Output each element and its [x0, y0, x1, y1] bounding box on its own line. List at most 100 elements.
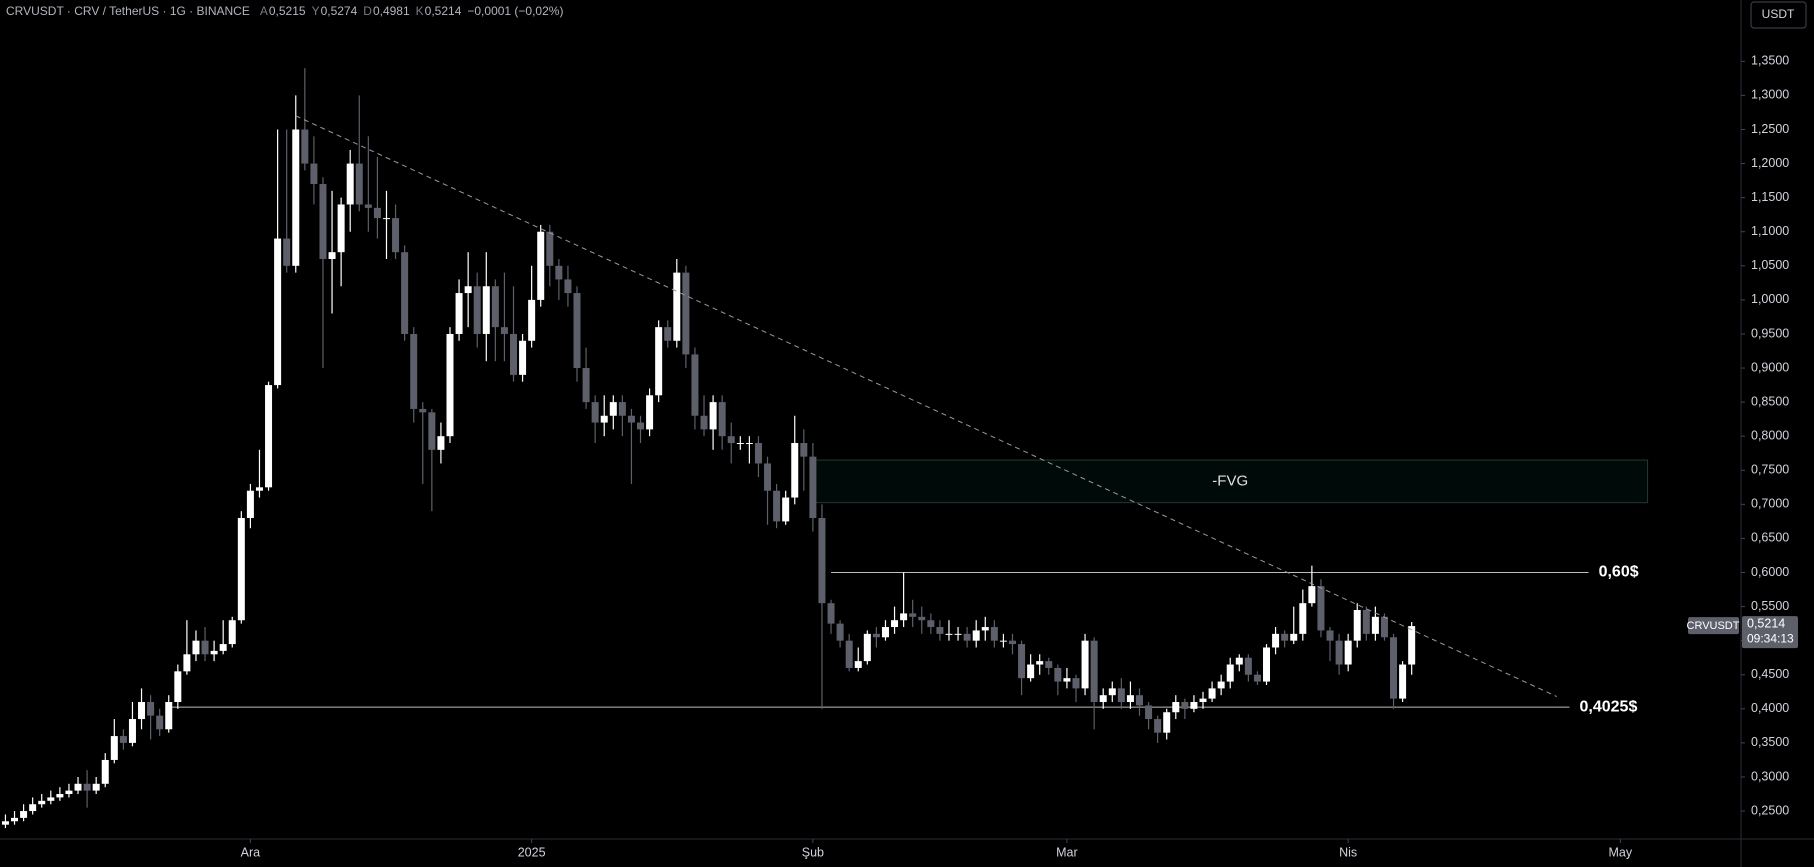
candle-body	[1353, 609, 1361, 641]
candle-body	[1362, 609, 1370, 634]
candle-body	[809, 456, 817, 518]
candle-body	[38, 800, 46, 805]
candle-body	[945, 633, 953, 635]
candle-body	[1308, 586, 1316, 604]
candle-body	[891, 620, 899, 628]
y-tick-label: 1,2500	[1751, 122, 1789, 136]
candle-body	[872, 633, 880, 638]
level-label: 0,4025$	[1580, 698, 1638, 715]
candle-body	[346, 163, 354, 205]
candle-body	[618, 402, 626, 416]
candle-body	[482, 286, 490, 334]
change-value: −0,0001 (−0,02%)	[467, 4, 563, 18]
y-tick-label: 0,8000	[1751, 428, 1789, 442]
candle-body	[328, 252, 336, 259]
candle-body	[1272, 633, 1280, 648]
candle-body	[1081, 640, 1089, 689]
y-tick-label: 1,0000	[1751, 292, 1789, 306]
ohlc-value: 0,5214	[425, 4, 462, 18]
candle-body	[1335, 640, 1343, 665]
currency-label: USDT	[1762, 7, 1795, 21]
candle-body	[74, 783, 82, 791]
candle-body	[818, 517, 826, 604]
candle-body	[419, 408, 427, 413]
candle-body	[1154, 719, 1162, 733]
candle-body	[609, 402, 617, 416]
candle-body	[138, 702, 146, 720]
candle-body	[682, 272, 690, 355]
candle-body	[700, 415, 708, 430]
candle-body	[555, 265, 563, 280]
candle-body	[537, 231, 545, 300]
candle-body	[174, 671, 182, 703]
trend-line	[295, 115, 1558, 698]
candle-body	[1145, 705, 1153, 720]
candle-body	[1326, 630, 1334, 641]
y-tick-label: 0,6000	[1751, 565, 1789, 579]
candle-body	[1181, 702, 1189, 709]
x-tick-label: Nis	[1339, 845, 1357, 859]
candle-body	[936, 627, 944, 634]
candle-body	[591, 402, 599, 423]
y-tick-label: 0,7000	[1751, 497, 1789, 511]
candle-body	[101, 759, 109, 784]
candle-body	[382, 218, 390, 220]
ohlc-key: D	[363, 4, 372, 18]
candle-body	[119, 736, 127, 743]
candle-body	[500, 327, 508, 334]
candle-body	[20, 811, 28, 818]
candle-body	[1408, 626, 1416, 665]
candle-body	[981, 627, 989, 631]
candle-body	[1163, 712, 1171, 733]
candle-body	[228, 620, 236, 645]
candle-body	[927, 620, 935, 628]
candle-body	[1281, 633, 1289, 641]
candle-body	[210, 650, 218, 655]
candle-body	[92, 783, 100, 791]
candle-body	[65, 790, 73, 795]
candle-body	[655, 327, 663, 396]
candle-body	[473, 286, 481, 334]
candle-body	[128, 719, 136, 743]
candle-body	[1217, 681, 1225, 689]
candle-body	[410, 333, 418, 409]
candle-body	[301, 129, 309, 164]
candle-body	[446, 333, 454, 437]
candle-body	[1099, 695, 1107, 703]
candle-body	[364, 204, 372, 208]
candle-body	[246, 490, 254, 518]
candle-body	[954, 633, 962, 635]
candle-body	[564, 279, 572, 294]
candle-body	[1027, 664, 1035, 679]
level-label: 0,60$	[1599, 564, 1639, 581]
x-tick-label: May	[1609, 845, 1633, 859]
candle-body	[1299, 603, 1307, 634]
candle-body	[491, 286, 499, 328]
candle-body	[1380, 616, 1388, 638]
candle-body	[709, 402, 717, 430]
candle-body	[1253, 674, 1261, 682]
candle-body	[1226, 664, 1234, 682]
candle-body	[845, 640, 853, 668]
candle-body	[165, 702, 173, 730]
candle-body	[972, 630, 980, 641]
y-tick-label: 0,9500	[1751, 326, 1789, 340]
candle-body	[754, 443, 762, 464]
candle-body	[1090, 640, 1098, 703]
fvg-label: -FVG	[1212, 472, 1248, 489]
candle-body	[1263, 647, 1271, 682]
price-tag	[1742, 616, 1798, 649]
y-tick-label: 0,4500	[1751, 667, 1789, 681]
candle-body	[990, 627, 998, 641]
ohlc-key: K	[416, 4, 424, 18]
candle-body	[836, 623, 844, 641]
candle-body	[283, 238, 291, 266]
ohlc-value: 0,5274	[321, 4, 358, 18]
countdown-label: 09:34:13	[1747, 631, 1794, 645]
candle-body	[1190, 702, 1198, 709]
symbol-tag-label: CRVUSDT	[1687, 620, 1740, 632]
candle-body	[437, 436, 445, 450]
currency-button[interactable]	[1750, 1, 1807, 29]
